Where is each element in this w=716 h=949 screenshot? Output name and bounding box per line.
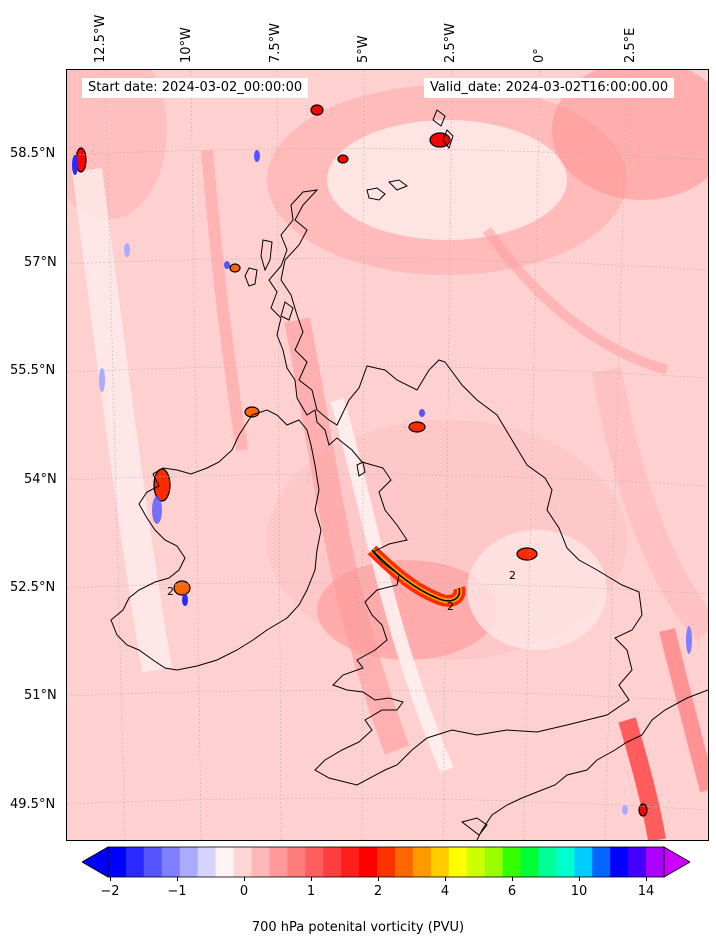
pv-minima xyxy=(72,150,692,815)
colorbar-segment xyxy=(251,847,270,877)
colorbar-tick-mark xyxy=(512,877,513,881)
longitude-label: 10°W xyxy=(179,27,194,63)
colorbar-segment xyxy=(520,847,539,877)
contour-label: 2 xyxy=(447,600,454,613)
colorbar-tick-label: 0 xyxy=(239,884,249,899)
colorbar-tick-mark xyxy=(177,877,178,881)
contour-label: 2 xyxy=(509,569,516,582)
colorbar-tick-label: 4 xyxy=(440,884,450,899)
colorbar-segment xyxy=(394,847,414,877)
colorbar-segment xyxy=(323,847,342,877)
colorbar-segment xyxy=(556,847,575,877)
colorbar-segment xyxy=(125,847,145,877)
colorbar-tick-mark xyxy=(311,877,312,881)
contour-label: 2 xyxy=(167,585,174,598)
colorbar-tick-mark xyxy=(579,877,580,881)
colorbar-tick-mark xyxy=(445,877,446,881)
colorbar-extend-high xyxy=(663,846,690,878)
valid-date-box: Valid_date: 2024-03-02T16:00:00.00 xyxy=(424,78,675,98)
colorbar-segment xyxy=(233,847,252,877)
colorbar-tick-mark xyxy=(110,877,111,881)
ireland-coast xyxy=(110,409,322,671)
latitude-label: 49.5°N xyxy=(10,797,56,812)
colorbar-tick-mark xyxy=(378,877,379,881)
colorbar-segment xyxy=(448,847,468,877)
colorbar-segment xyxy=(466,847,486,877)
pv-field-shading xyxy=(67,70,708,840)
colorbar-tick-label: 6 xyxy=(507,884,517,899)
colorbar-segment xyxy=(610,847,629,877)
colorbar-segment xyxy=(628,847,647,877)
colorbar-tick-label: 1 xyxy=(306,884,316,899)
colorbar-segment xyxy=(197,847,217,877)
longitude-label: 7.5°W xyxy=(268,22,283,63)
latitude-label: 52.5°N xyxy=(10,580,56,595)
colorbar-tick-mark xyxy=(244,877,245,881)
colorbar-segment xyxy=(287,847,306,877)
latitude-label: 54°N xyxy=(24,472,57,487)
contour-labels: 2 2 2 xyxy=(167,569,516,613)
colorbar-segment xyxy=(143,847,163,877)
longitude-label: 2.5°W xyxy=(443,22,458,63)
longitude-label: 0° xyxy=(532,48,547,63)
longitude-label: 2.5°E xyxy=(623,27,638,63)
latitude-label: 58.5°N xyxy=(10,146,56,161)
colorbar-segment xyxy=(161,847,181,877)
colorbar-label: 700 hPa potenital vorticity (PVU) xyxy=(251,920,465,935)
colorbar-segment xyxy=(179,847,199,877)
colorbar-segment xyxy=(269,847,288,877)
latitude-label: 55.5°N xyxy=(10,363,56,378)
latitude-label: 57°N xyxy=(24,255,57,270)
colorbar-segment xyxy=(646,847,665,877)
colorbar-segment xyxy=(305,847,324,877)
colorbar xyxy=(82,846,690,878)
pv-maxima xyxy=(75,104,648,817)
coastlines xyxy=(110,109,708,840)
start-date-box: Start date: 2024-03-02_00:00:00 xyxy=(82,78,309,98)
colorbar-segment xyxy=(538,847,557,877)
colorbar-tick-label: −2 xyxy=(100,884,120,899)
colorbar-tick-label: 14 xyxy=(637,884,655,899)
pv-map: 2 2 2 xyxy=(67,70,708,840)
colorbar-segment xyxy=(430,847,450,877)
colorbar-extend-low xyxy=(82,846,109,878)
longitude-label: 12.5°W xyxy=(93,14,108,63)
colorbar-segment xyxy=(574,847,593,877)
colorbar-segment xyxy=(108,847,127,877)
colorbar-segment xyxy=(592,847,611,877)
colorbar-segment xyxy=(341,847,360,877)
colorbar-segment xyxy=(502,847,522,877)
colorbar-segment xyxy=(215,847,235,877)
colorbar-segment xyxy=(412,847,432,877)
longitude-label: 5°W xyxy=(356,35,371,63)
latitude-label: 51°N xyxy=(24,688,57,703)
great-britain-coast xyxy=(268,189,643,786)
colorbar-segment xyxy=(484,847,504,877)
colorbar-tick-label: −1 xyxy=(167,884,187,899)
colorbar-tick-mark xyxy=(646,877,647,881)
colorbar-segment xyxy=(359,847,378,877)
colorbar-segment xyxy=(377,847,396,877)
map-panel: 2 2 2 xyxy=(66,69,709,841)
continent-coast xyxy=(476,689,708,840)
colorbar-tick-label: 10 xyxy=(570,884,588,899)
colorbar-tick-label: 2 xyxy=(373,884,383,899)
